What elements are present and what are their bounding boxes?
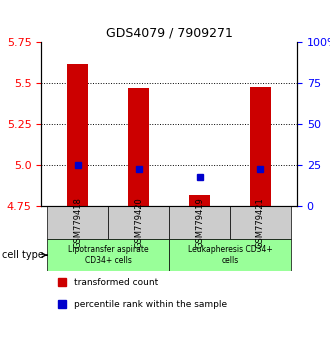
- Bar: [67, 64, 88, 206]
- FancyBboxPatch shape: [169, 206, 230, 239]
- Text: cell type: cell type: [2, 250, 47, 260]
- FancyBboxPatch shape: [47, 239, 169, 272]
- FancyBboxPatch shape: [169, 239, 291, 272]
- Bar: [250, 87, 271, 206]
- Title: GDS4079 / 7909271: GDS4079 / 7909271: [106, 27, 233, 40]
- Text: GSM779420: GSM779420: [134, 197, 143, 248]
- FancyBboxPatch shape: [108, 206, 169, 239]
- Text: GSM779421: GSM779421: [256, 197, 265, 248]
- Text: Leukapheresis CD34+
cells: Leukapheresis CD34+ cells: [188, 245, 272, 265]
- Text: transformed count: transformed count: [75, 278, 159, 287]
- Bar: [189, 195, 210, 206]
- FancyBboxPatch shape: [230, 206, 291, 239]
- Text: GSM779418: GSM779418: [73, 197, 82, 248]
- FancyBboxPatch shape: [47, 206, 108, 239]
- Text: percentile rank within the sample: percentile rank within the sample: [75, 299, 228, 309]
- Text: Lipotransfer aspirate
CD34+ cells: Lipotransfer aspirate CD34+ cells: [68, 245, 148, 265]
- Text: GSM779419: GSM779419: [195, 197, 204, 248]
- Bar: [128, 88, 149, 206]
